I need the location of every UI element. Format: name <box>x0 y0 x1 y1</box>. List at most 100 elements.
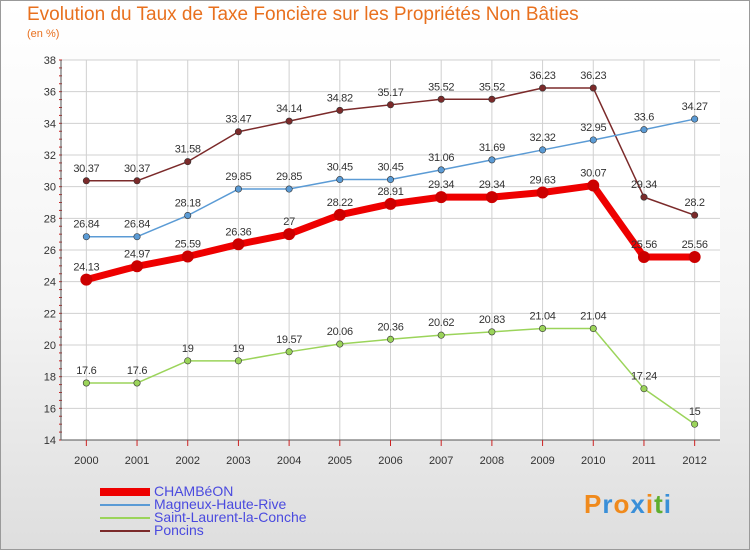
x-tick-label: 2001 <box>125 455 149 467</box>
legend-label: CHAMBéON <box>154 483 234 499</box>
legend-swatch <box>100 488 150 496</box>
data-label: 15 <box>689 406 701 418</box>
data-point <box>539 84 547 92</box>
data-point <box>536 186 549 199</box>
data-point <box>333 208 346 221</box>
data-point <box>386 101 394 109</box>
data-label: 25.59 <box>175 238 201 250</box>
data-point <box>488 328 496 336</box>
data-point <box>488 156 496 164</box>
data-label: 29.63 <box>530 175 556 187</box>
logo-letter: i <box>663 489 672 519</box>
data-point <box>285 185 293 193</box>
legend-swatch <box>100 530 150 532</box>
data-label: 26.84 <box>124 219 150 231</box>
data-label: 32.32 <box>530 132 556 144</box>
data-point <box>184 158 192 166</box>
data-label: 36.23 <box>580 70 606 82</box>
data-point <box>384 197 397 210</box>
y-tick-label: 26 <box>44 245 56 257</box>
data-label: 20.62 <box>428 317 454 329</box>
data-label: 30.37 <box>124 163 150 175</box>
y-tick-label: 14 <box>44 435 56 447</box>
data-label: 28.18 <box>175 197 201 209</box>
data-point <box>82 379 90 387</box>
data-point <box>437 166 445 174</box>
data-point <box>386 176 394 184</box>
x-tick-label: 2002 <box>175 455 199 467</box>
data-label: 17.24 <box>631 371 657 383</box>
legend-swatch <box>100 504 150 506</box>
y-tick-label: 28 <box>44 213 56 225</box>
data-point <box>336 176 344 184</box>
y-tick-label: 18 <box>44 372 56 384</box>
data-label: 31.69 <box>479 142 505 154</box>
data-point <box>589 136 597 144</box>
data-point <box>691 420 699 428</box>
data-point <box>437 95 445 103</box>
data-label: 24.13 <box>73 262 99 274</box>
data-label: 19 <box>233 343 245 355</box>
x-tick-label: 2007 <box>429 455 453 467</box>
data-point <box>435 191 448 204</box>
data-point <box>285 117 293 125</box>
y-tick-label: 32 <box>44 150 56 162</box>
data-point <box>234 185 242 193</box>
data-point <box>691 115 699 123</box>
data-label: 30.07 <box>580 168 606 180</box>
data-point <box>691 211 699 219</box>
data-point <box>488 95 496 103</box>
logo-letter: r <box>602 489 614 519</box>
data-point <box>589 325 597 333</box>
data-point <box>485 191 498 204</box>
data-label: 27 <box>283 216 295 228</box>
data-label: 35.17 <box>377 87 403 99</box>
data-label: 31.58 <box>175 144 201 156</box>
data-label: 19 <box>182 343 194 355</box>
data-point <box>80 273 93 286</box>
data-point <box>234 128 242 136</box>
data-point <box>133 233 141 241</box>
data-label: 29.85 <box>276 171 302 183</box>
data-point <box>234 357 242 365</box>
data-label: 36.23 <box>530 70 556 82</box>
x-tick-label: 2008 <box>480 455 504 467</box>
data-label: 26.84 <box>73 219 99 231</box>
data-label: 29.85 <box>225 171 251 183</box>
logo-letter: P <box>584 489 603 519</box>
data-point <box>131 260 144 273</box>
y-tick-label: 20 <box>44 340 56 352</box>
logo-letter: t <box>654 489 664 519</box>
data-label: 19.57 <box>276 334 302 346</box>
data-label: 29.34 <box>428 179 454 191</box>
data-label: 28.22 <box>327 197 353 209</box>
data-point <box>637 250 650 263</box>
data-label: 33.47 <box>225 114 251 126</box>
data-label: 20.06 <box>327 326 353 338</box>
data-label: 25.56 <box>631 239 657 251</box>
x-tick-label: 2011 <box>632 455 656 467</box>
data-label: 20.83 <box>479 314 505 326</box>
data-label: 17.6 <box>76 365 96 377</box>
x-tick-label: 2010 <box>581 455 605 467</box>
chart-title: Evolution du Taux de Taxe Foncière sur l… <box>27 4 579 25</box>
y-tick-label: 30 <box>44 182 56 194</box>
x-tick-label: 2006 <box>378 455 402 467</box>
legend-label: Saint-Laurent-la-Conche <box>154 509 307 525</box>
data-point <box>82 177 90 185</box>
data-label: 29.34 <box>479 179 505 191</box>
data-label: 21.04 <box>580 311 606 323</box>
data-label: 20.36 <box>377 321 403 333</box>
logo-letter: x <box>630 489 646 519</box>
data-point <box>688 250 701 263</box>
data-label: 34.27 <box>682 101 708 113</box>
chart-subtitle: (en %) <box>27 28 60 40</box>
x-tick-label: 2000 <box>74 455 98 467</box>
x-tick-label: 2012 <box>682 455 706 467</box>
data-point <box>437 331 445 339</box>
data-label: 24.97 <box>124 248 150 260</box>
data-point <box>640 126 648 134</box>
data-point <box>336 340 344 348</box>
data-point <box>133 379 141 387</box>
data-point <box>133 177 141 185</box>
